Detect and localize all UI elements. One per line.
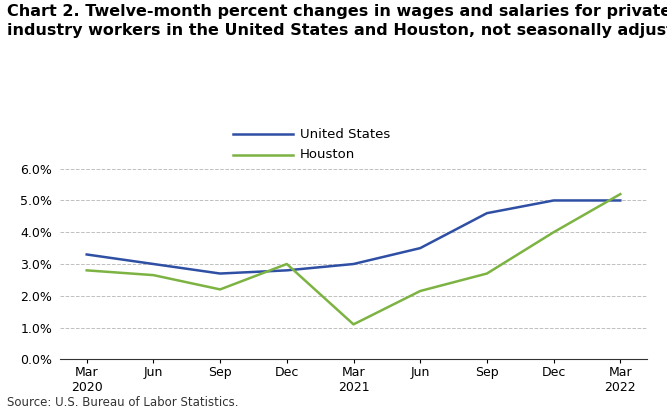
United States	[149, 261, 157, 266]
Houston	[350, 322, 358, 327]
United States	[216, 271, 224, 276]
United States	[550, 198, 558, 203]
Houston	[416, 289, 424, 294]
Text: Chart 2. Twelve-month percent changes in wages and salaries for private
industry: Chart 2. Twelve-month percent changes in…	[7, 4, 667, 38]
Text: Source: U.S. Bureau of Labor Statistics.: Source: U.S. Bureau of Labor Statistics.	[7, 396, 238, 409]
United States	[350, 261, 358, 266]
Text: Houston: Houston	[300, 148, 356, 161]
United States	[616, 198, 624, 203]
United States	[483, 211, 491, 216]
Houston	[616, 192, 624, 197]
Houston	[550, 230, 558, 235]
United States	[83, 252, 91, 257]
United States	[283, 268, 291, 273]
Houston	[483, 271, 491, 276]
Houston	[283, 261, 291, 266]
Text: United States: United States	[300, 128, 390, 141]
Houston	[83, 268, 91, 273]
Line: Houston: Houston	[87, 194, 620, 324]
Line: United States: United States	[87, 200, 620, 273]
Houston	[216, 287, 224, 292]
Houston	[149, 273, 157, 278]
United States	[416, 246, 424, 251]
